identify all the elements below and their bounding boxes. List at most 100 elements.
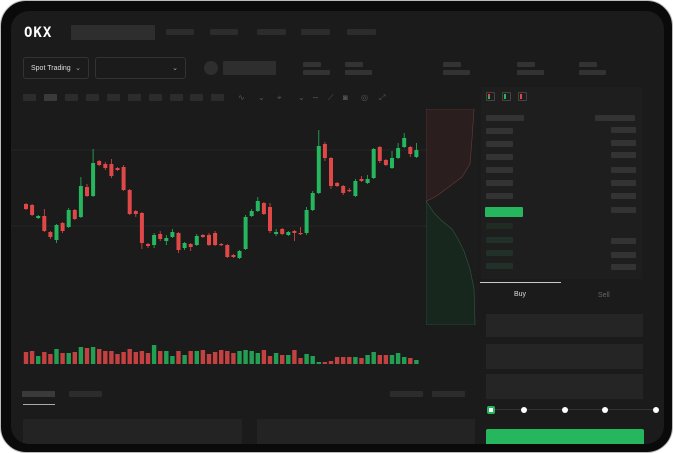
candle [231, 255, 236, 257]
fullscreen-icon[interactable]: ⤢ [379, 93, 386, 102]
candle [200, 235, 205, 237]
pair-dropdown[interactable]: ⌄ [95, 57, 186, 79]
volume-bar [310, 356, 315, 364]
volume-bar [72, 352, 77, 364]
spot-trading-dropdown[interactable]: Spot Trading ⌄ [23, 57, 89, 79]
ask-row-price [486, 167, 513, 173]
settings-icon[interactable]: ◎ [361, 93, 368, 102]
orderbook-view-bids-icon[interactable] [502, 92, 511, 101]
orderbook-view-asks-icon[interactable] [518, 92, 527, 101]
orders-filter[interactable] [390, 391, 423, 397]
candle [207, 235, 211, 245]
candle [286, 232, 291, 235]
volume-bar [316, 362, 321, 364]
coin-icon [204, 61, 218, 75]
timeframe-button[interactable] [211, 94, 224, 101]
candle [310, 193, 315, 210]
tab-buy[interactable]: Buy [514, 291, 527, 298]
slider-stop-25[interactable] [521, 407, 527, 413]
slider-stop-75[interactable] [602, 407, 608, 413]
trend-icon[interactable]: ∼ [312, 93, 319, 102]
amount-slider-track[interactable] [491, 409, 659, 410]
buy-button[interactable] [486, 429, 644, 444]
volume-bar [395, 353, 401, 364]
slider-stop-100[interactable] [653, 407, 659, 413]
candlestick-chart[interactable] [11, 11, 481, 381]
candle [36, 216, 41, 218]
volume-bar [249, 351, 254, 364]
timeframe-button[interactable] [190, 94, 203, 101]
tab-sell[interactable]: Sell [598, 292, 610, 299]
volume-bar [109, 351, 114, 364]
volume-bar [231, 353, 236, 364]
volume-bar [267, 356, 273, 364]
candle [213, 233, 218, 245]
orders-filter[interactable] [432, 391, 465, 397]
tab-open-orders[interactable] [22, 391, 55, 397]
volume-bar [304, 354, 309, 364]
candle [133, 211, 138, 214]
timeframe-button[interactable] [65, 94, 78, 101]
volume-bar [54, 349, 59, 364]
orders-panel-left [23, 419, 242, 444]
timeframe-button[interactable] [107, 94, 120, 101]
search-bar[interactable] [71, 25, 155, 40]
volume-bar [188, 351, 193, 364]
slider-handle[interactable] [487, 406, 495, 414]
indicator-icon[interactable]: ∿ [238, 93, 245, 102]
candle [182, 243, 187, 248]
ruler-icon[interactable]: ⟋ [328, 93, 334, 102]
amount-input[interactable] [486, 344, 643, 369]
orderbook-view-both-icon[interactable] [486, 92, 495, 101]
bid-row-price [486, 250, 513, 256]
timeframe-button[interactable] [170, 94, 183, 101]
slider-stop-50[interactable] [562, 407, 568, 413]
nav-item[interactable] [347, 29, 376, 35]
nav-item[interactable] [210, 29, 238, 35]
volume-bar [359, 358, 364, 364]
price-input[interactable] [486, 314, 643, 337]
nav-item[interactable] [257, 29, 286, 35]
line-icon[interactable]: ⌄ [298, 93, 305, 102]
candle [249, 211, 254, 216]
nav-item[interactable] [166, 29, 194, 35]
volume-bar [341, 357, 346, 364]
candle [396, 148, 401, 158]
icon-bar [488, 94, 490, 99]
volume-bar [42, 352, 47, 364]
camera-icon[interactable]: ◙ [343, 93, 348, 102]
timeframe-button[interactable] [44, 94, 57, 101]
volume-bar [225, 351, 230, 364]
candle [304, 210, 309, 233]
volume-bar [322, 362, 328, 364]
volume-bar [115, 354, 120, 364]
stat-value [303, 70, 330, 75]
candle [60, 223, 65, 231]
candle [329, 158, 333, 186]
volume-bar [298, 358, 303, 364]
nav-item[interactable] [301, 29, 330, 35]
timeframe-button[interactable] [128, 94, 141, 101]
drawing-icon[interactable]: ⌖ [277, 93, 282, 102]
orders-panel-right [257, 419, 475, 444]
tab-order-history[interactable] [69, 391, 102, 397]
okx-logo[interactable]: OKX [24, 25, 53, 41]
timeframe-button[interactable] [149, 94, 162, 101]
trading-screen: OKX Spot Trading ⌄ ⌄ ∿ ⌄ ⌖ ⌄ ∼ ⟋ ◙ ◎ ⤢ Buy Sell [11, 11, 664, 444]
volume-bar [365, 355, 370, 364]
candle [54, 225, 59, 240]
timeframe-button[interactable] [23, 94, 36, 101]
total-input[interactable] [486, 374, 643, 399]
timeframe-button[interactable] [86, 94, 99, 101]
volume-bar [206, 354, 212, 364]
bid-row-price [486, 223, 513, 229]
volume-bar [261, 350, 267, 364]
volume-bar [292, 350, 297, 364]
candle [243, 217, 248, 249]
candle [261, 203, 266, 214]
ask-depth-area [426, 109, 475, 202]
stat-value [517, 70, 544, 75]
chart-type-icon[interactable]: ⌄ [258, 93, 265, 102]
stat-value [443, 70, 470, 75]
